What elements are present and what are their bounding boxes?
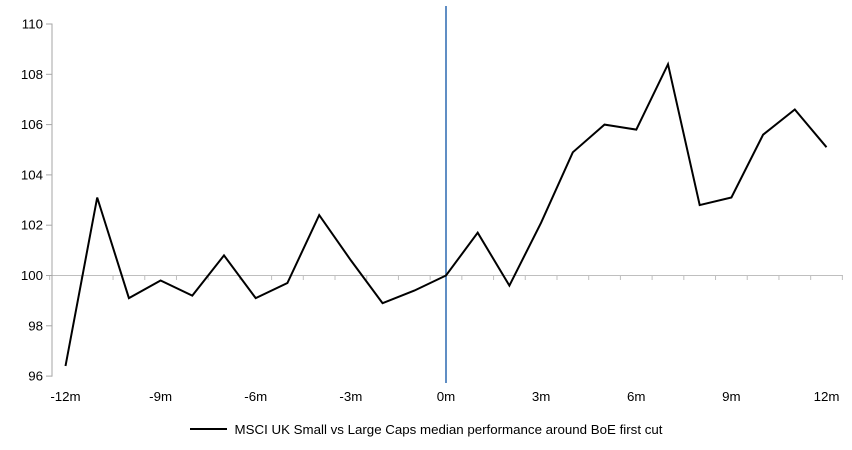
svg-text:12m: 12m xyxy=(814,389,840,404)
svg-text:110: 110 xyxy=(22,17,43,32)
series-line xyxy=(64,61,828,367)
svg-text:108: 108 xyxy=(21,67,43,82)
baseline-axis xyxy=(49,275,843,280)
svg-text:-6m: -6m xyxy=(244,389,267,404)
svg-text:96: 96 xyxy=(28,369,43,384)
legend-label: MSCI UK Small vs Large Caps median perfo… xyxy=(234,421,663,437)
legend-line-swatch xyxy=(189,428,227,430)
x-axis-labels: -12m -9m -6m -3m 0m 3m 6m 9m 12m xyxy=(50,389,839,404)
svg-text:-12m: -12m xyxy=(50,389,80,404)
svg-text:104: 104 xyxy=(21,167,43,182)
svg-text:106: 106 xyxy=(21,117,43,132)
svg-text:6m: 6m xyxy=(627,389,645,404)
svg-text:100: 100 xyxy=(21,268,43,283)
svg-text:9m: 9m xyxy=(722,389,740,404)
svg-text:-3m: -3m xyxy=(339,389,362,404)
y-axis xyxy=(46,23,53,377)
svg-text:3m: 3m xyxy=(532,389,550,404)
svg-text:98: 98 xyxy=(28,318,43,333)
svg-text:-9m: -9m xyxy=(149,389,172,404)
y-axis-labels: 96 98 100 102 104 106 108 110 xyxy=(21,17,43,384)
legend: MSCI UK Small vs Large Caps median perfo… xyxy=(0,420,852,438)
svg-text:0m: 0m xyxy=(437,389,455,404)
svg-text:102: 102 xyxy=(21,218,43,233)
